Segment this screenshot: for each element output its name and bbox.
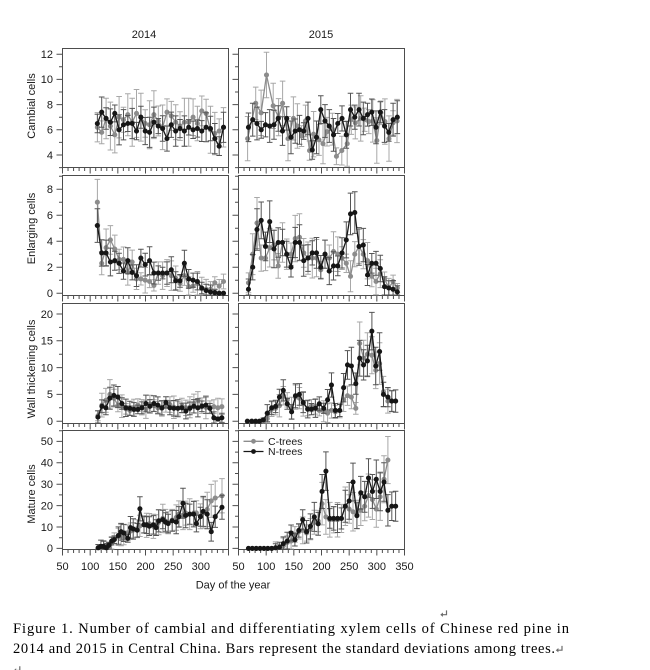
svg-text:30: 30	[41, 479, 53, 491]
svg-text:N-trees: N-trees	[268, 446, 302, 458]
svg-text:Cambial cells: Cambial cells	[26, 73, 38, 139]
svg-text:6: 6	[47, 210, 53, 222]
svg-text:50: 50	[41, 436, 53, 448]
svg-text:Figure 1. Number of cambial an: Figure 1. Number of cambial and differen…	[13, 621, 570, 637]
svg-text:8: 8	[47, 184, 53, 196]
svg-text:4: 4	[47, 150, 53, 162]
svg-text:100: 100	[81, 561, 99, 573]
svg-text:10: 10	[41, 74, 53, 86]
svg-text:40: 40	[41, 458, 53, 470]
svg-text:10: 10	[41, 362, 53, 374]
svg-text:0: 0	[47, 288, 53, 300]
svg-text:0: 0	[47, 416, 53, 428]
svg-text:8: 8	[47, 99, 53, 111]
svg-text:200: 200	[312, 561, 330, 573]
svg-text:300: 300	[192, 561, 210, 573]
svg-text:250: 250	[340, 561, 358, 573]
svg-text:0: 0	[47, 543, 53, 555]
svg-text:6: 6	[47, 125, 53, 137]
svg-text:15: 15	[41, 336, 53, 348]
svg-text:100: 100	[257, 561, 275, 573]
svg-text:20: 20	[41, 309, 53, 321]
svg-text:Enlarging cells: Enlarging cells	[26, 192, 38, 264]
svg-text:350: 350	[395, 561, 413, 573]
svg-text:2014: 2014	[132, 29, 156, 41]
svg-text:Day of the year: Day of the year	[196, 580, 271, 592]
svg-text:150: 150	[285, 561, 303, 573]
svg-text:50: 50	[56, 561, 68, 573]
svg-text:4: 4	[47, 236, 53, 248]
svg-text:50: 50	[232, 561, 244, 573]
svg-text:150: 150	[109, 561, 127, 573]
svg-text:200: 200	[136, 561, 154, 573]
svg-text:2015: 2015	[309, 29, 333, 41]
svg-text:C-trees: C-trees	[268, 436, 302, 448]
svg-text:20: 20	[41, 500, 53, 512]
svg-text:2014 and 2015 in Central China: 2014 and 2015 in Central China. Bars rep…	[13, 641, 555, 657]
svg-text:10: 10	[41, 522, 53, 534]
svg-text:5: 5	[47, 389, 53, 401]
svg-text:2: 2	[47, 262, 53, 274]
svg-text:250: 250	[164, 561, 182, 573]
svg-text:Mature cells: Mature cells	[26, 464, 38, 524]
svg-text:300: 300	[368, 561, 386, 573]
svg-text:12: 12	[41, 49, 53, 61]
svg-text:Wall thickening cells: Wall thickening cells	[26, 319, 38, 418]
